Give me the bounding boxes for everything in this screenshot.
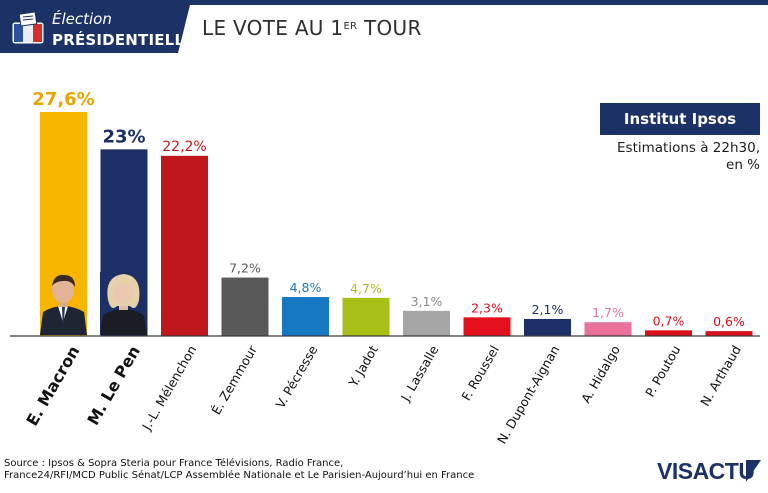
- category-label-6: J. Lassalle: [397, 343, 441, 405]
- category-label-11: N. Arthaud: [697, 343, 744, 409]
- bar-5: [342, 297, 390, 336]
- value-label-4: 4,8%: [290, 280, 322, 295]
- value-label-1: 23%: [102, 126, 145, 147]
- source-note: Source : Ipsos & Sopra Steria pour Franc…: [4, 458, 474, 482]
- bar-4: [282, 297, 329, 336]
- estimation-note-line2: en %: [726, 157, 760, 173]
- value-label-3: 7,2%: [229, 261, 261, 276]
- category-label-4: V. Pécresse: [273, 343, 321, 411]
- page-title: LE VOTE AU 1ER TOUR: [202, 16, 422, 40]
- category-label-7: F. Roussel: [458, 343, 501, 403]
- title-end: TOUR: [357, 16, 422, 40]
- logo-text: VISACTU: [657, 458, 754, 484]
- bar-9: [584, 322, 632, 336]
- top-bar: [0, 0, 768, 5]
- bar-8: [524, 318, 571, 336]
- value-label-9: 1,7%: [592, 305, 624, 320]
- category-label-8: N. Dupont-Aignan: [494, 343, 562, 447]
- source-line1: Source : Ipsos & Sopra Steria pour Franc…: [4, 458, 344, 469]
- bar-11: [705, 331, 753, 336]
- category-label-9: A. Hidalgo: [578, 343, 623, 406]
- macron-portrait: [40, 272, 87, 335]
- portraits-layer: [40, 272, 147, 335]
- lepen-portrait: [100, 272, 147, 335]
- ballot-box-icon: [12, 11, 44, 44]
- source-line2: France24/RFI/MCD Public Sénat/LCP Assemb…: [4, 470, 475, 481]
- estimation-note: Estimations à 22h30, en %: [560, 140, 760, 174]
- category-label-5: Y. Jadot: [345, 343, 381, 390]
- category-label-10: P. Poutou: [642, 343, 683, 400]
- category-label-0: E. Macron: [22, 343, 83, 430]
- value-label-0: 27,6%: [32, 89, 94, 110]
- category-label-2: J.-L. Mélenchon: [138, 343, 199, 434]
- election-badge: Élection PRÉSIDENTIELLE: [0, 5, 190, 53]
- category-label-1: M. Le Pen: [83, 343, 144, 429]
- bar-2: [161, 155, 208, 336]
- logo-mark-icon: [746, 460, 761, 482]
- value-label-8: 2,1%: [532, 302, 564, 317]
- bar-10: [645, 330, 692, 336]
- institute-box: Institut Ipsos: [600, 103, 760, 135]
- labels-layer: 27,6% 23% 22,2% 7,2% 4,8% 4,7% 3,1% 2,3% 2,1% 1,7…: [32, 89, 745, 329]
- title-main: LE VOTE AU 1: [202, 16, 344, 40]
- value-label-5: 4,7%: [350, 281, 382, 296]
- value-label-7: 2,3%: [471, 300, 503, 315]
- bar-3: [221, 277, 269, 336]
- badge-election-label: Élection: [52, 10, 112, 28]
- estimation-note-line1: Estimations à 22h30,: [617, 140, 760, 156]
- title-superscript: ER: [343, 21, 358, 32]
- value-label-10: 0,7%: [653, 313, 685, 328]
- bar-7: [463, 317, 511, 336]
- visactu-logo: VISACTU: [656, 456, 762, 484]
- value-label-2: 22,2%: [162, 139, 206, 155]
- value-label-6: 3,1%: [411, 294, 443, 309]
- badge-presidential-label: PRÉSIDENTIELLE: [52, 31, 195, 49]
- bar-6: [403, 310, 450, 336]
- category-label-3: É. Zemmour: [208, 342, 260, 417]
- value-label-11: 0,6%: [713, 314, 745, 329]
